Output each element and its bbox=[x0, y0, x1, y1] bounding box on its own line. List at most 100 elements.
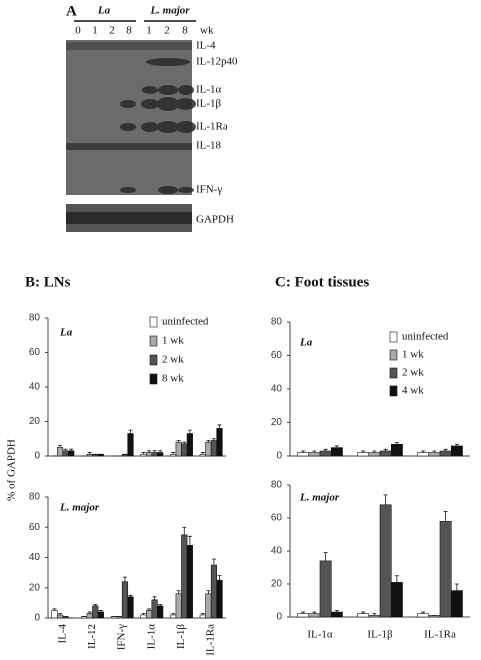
error-bar bbox=[69, 448, 74, 451]
error-bar bbox=[187, 429, 192, 434]
legend-label: 2 wk bbox=[162, 354, 184, 366]
error-bar bbox=[147, 608, 152, 611]
y-tick-label: 20 bbox=[29, 416, 41, 427]
bar bbox=[428, 452, 441, 457]
x-tick-label: IL-4 bbox=[56, 624, 68, 644]
panel-label: A bbox=[66, 3, 77, 19]
error-bar bbox=[421, 611, 426, 614]
panel-title: C: Foot tissues bbox=[275, 274, 369, 290]
bar bbox=[56, 614, 64, 619]
error-bar bbox=[443, 511, 448, 522]
bar bbox=[368, 615, 381, 618]
annotation: L. major bbox=[59, 502, 100, 514]
legend-swatch bbox=[149, 316, 158, 328]
bar bbox=[199, 614, 206, 619]
legend-label: 2 wk bbox=[402, 367, 424, 379]
error-bar bbox=[141, 613, 146, 615]
error-bar bbox=[87, 611, 92, 614]
lane-label: 8 bbox=[182, 25, 188, 37]
bar bbox=[121, 581, 129, 619]
bar bbox=[62, 450, 69, 457]
error-bar bbox=[87, 452, 92, 455]
x-tick-label: IFN-γ bbox=[116, 624, 128, 650]
band-label: IL-1β bbox=[196, 98, 222, 110]
error-bar bbox=[128, 594, 133, 597]
legend-label: uninfected bbox=[162, 316, 209, 328]
bar bbox=[170, 614, 177, 619]
bar bbox=[140, 453, 147, 457]
error-bar bbox=[454, 583, 459, 591]
error-bar bbox=[372, 450, 377, 453]
bar bbox=[181, 443, 188, 457]
band-label: IFN-γ bbox=[196, 184, 222, 196]
error-bar bbox=[443, 448, 448, 451]
annotation: L. major bbox=[299, 492, 340, 504]
error-bar bbox=[182, 526, 187, 535]
error-bar bbox=[152, 450, 157, 453]
bar bbox=[297, 613, 310, 618]
bar bbox=[86, 613, 93, 619]
error-bar bbox=[63, 448, 68, 451]
bar bbox=[379, 450, 392, 457]
error-bar bbox=[171, 613, 176, 615]
y-tick-label: 60 bbox=[271, 513, 283, 524]
lane-label: 1 bbox=[146, 25, 152, 37]
bar bbox=[56, 447, 64, 457]
y-tick-label: 20 bbox=[271, 579, 283, 590]
error-bar bbox=[394, 442, 399, 445]
error-bar bbox=[176, 440, 181, 443]
error-bar bbox=[301, 611, 306, 614]
error-bar bbox=[98, 610, 103, 612]
error-bar bbox=[93, 603, 98, 606]
error-bar bbox=[200, 452, 205, 455]
error-bar bbox=[200, 613, 205, 615]
x-tick-label: IL-1Ra bbox=[205, 624, 217, 656]
error-bar bbox=[58, 445, 63, 448]
error-bar bbox=[152, 596, 157, 600]
x-tick-label: IL-12 bbox=[86, 624, 98, 649]
lane-label: 2 bbox=[109, 25, 115, 37]
error-bar bbox=[206, 440, 211, 443]
bar bbox=[357, 452, 370, 457]
bar bbox=[127, 433, 134, 457]
bar bbox=[439, 520, 452, 618]
bar bbox=[151, 599, 158, 619]
bar bbox=[151, 452, 158, 457]
error-bar bbox=[217, 575, 222, 581]
error-bar bbox=[147, 450, 152, 453]
error-bar bbox=[206, 590, 211, 594]
error-bar bbox=[454, 443, 459, 446]
bar bbox=[319, 560, 332, 618]
annotation: La bbox=[59, 327, 73, 339]
error-bar bbox=[323, 448, 328, 451]
lane-label: 0 bbox=[75, 25, 81, 37]
legend-label: uninfected bbox=[402, 331, 449, 343]
band-label: IL-12p40 bbox=[196, 56, 238, 68]
y-tick-label: 60 bbox=[29, 347, 41, 358]
error-bar bbox=[312, 450, 317, 453]
x-tick-label: IL-1Ra bbox=[424, 629, 456, 641]
bar bbox=[390, 582, 403, 618]
y-tick-label: 0 bbox=[34, 451, 40, 462]
y-tick-label: 80 bbox=[271, 317, 283, 328]
y-tick-label: 40 bbox=[29, 382, 41, 393]
bar bbox=[97, 611, 104, 619]
error-bar bbox=[211, 438, 216, 441]
legend-swatch bbox=[389, 331, 398, 343]
bar bbox=[175, 441, 182, 457]
y-tick-label: 0 bbox=[276, 612, 282, 623]
bar bbox=[216, 579, 223, 619]
error-bar bbox=[323, 552, 328, 561]
error-bar bbox=[128, 429, 133, 434]
legend-swatch bbox=[389, 349, 398, 361]
bar bbox=[145, 610, 153, 619]
bar bbox=[181, 534, 188, 619]
bar bbox=[210, 564, 218, 619]
bar bbox=[297, 452, 310, 457]
error-bar bbox=[182, 441, 187, 444]
bar bbox=[170, 453, 177, 457]
error-bar bbox=[171, 452, 176, 455]
error-bar bbox=[58, 613, 63, 615]
y-tick-label: 20 bbox=[271, 417, 283, 428]
